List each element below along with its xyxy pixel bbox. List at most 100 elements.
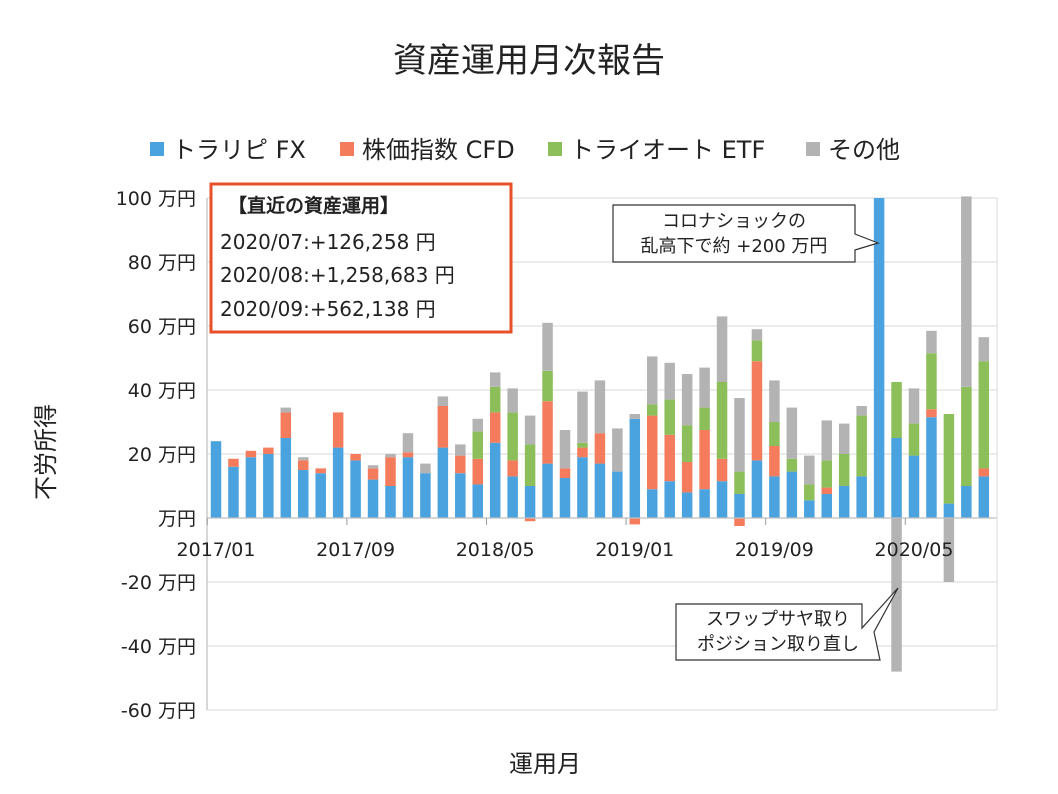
y-tick-label: 60 万円 (128, 316, 196, 338)
bar-segment (856, 415, 867, 477)
bar-segment (559, 468, 571, 478)
callout-swap-line: スワップサヤ取り (706, 609, 850, 630)
bar-segment (856, 476, 867, 518)
y-tick-label: -60 万円 (121, 700, 196, 722)
recent-results-border (209, 182, 513, 334)
bar-segment (489, 372, 501, 387)
bar-segment (507, 476, 518, 518)
bar-segment (367, 465, 379, 469)
bar-segment (472, 484, 483, 518)
bar-segment (350, 460, 361, 518)
callout-corona-line: コロナショックの (662, 211, 806, 232)
x-tick-label: 2017/09 (316, 539, 395, 561)
bar-segment (594, 433, 606, 464)
bar-segment (315, 473, 326, 518)
bar-segment (455, 455, 466, 474)
x-tick-label: 2018/05 (456, 539, 535, 561)
callout-swap-shape (675, 587, 899, 661)
bar-segment (524, 518, 536, 522)
bar-segment (542, 322, 553, 371)
bar-segment (821, 460, 832, 488)
bar-segment (664, 362, 675, 400)
legend-swatch (806, 142, 820, 156)
bar-segment (420, 463, 431, 474)
axes (206, 198, 998, 710)
bar-segment (577, 391, 588, 443)
bar-segment (821, 420, 832, 461)
bar-segment (891, 438, 902, 518)
bar-segment (524, 415, 536, 445)
bar-segment (908, 423, 920, 456)
legend: トラリピ FX 株価指数 CFD トライオート ETF その他 (150, 136, 900, 164)
bar-segment (961, 196, 972, 387)
x-tick-label: 2019/09 (735, 539, 814, 561)
bars (210, 196, 990, 672)
bar-segment (856, 406, 867, 416)
bar-segment (577, 457, 588, 518)
bar-segment (315, 468, 326, 474)
bar-segment (873, 198, 885, 518)
bar-segment (961, 486, 972, 518)
bar-segment (577, 447, 588, 458)
bar-segment (228, 458, 239, 467)
recent-results-line: 2020/07:+126,258 円 (220, 230, 436, 254)
bar-segment (664, 434, 675, 482)
y-tick-label: 80 万円 (128, 252, 196, 274)
bar-segment (437, 406, 449, 448)
bar-segment (612, 471, 623, 518)
bar-segment (472, 431, 483, 459)
bar-segment (926, 353, 937, 410)
callout-corona-line: 乱高下で約 +200 万円 (641, 236, 828, 257)
bar-segment (961, 386, 972, 486)
x-tick-label: 2017/01 (177, 539, 256, 561)
bar-segment (385, 454, 396, 458)
legend-item: トラリピ FX (150, 136, 306, 164)
bar-segment (367, 479, 379, 518)
y-tick-label: -20 万円 (121, 572, 196, 594)
x-axis-label: 運用月 (509, 750, 581, 778)
bar-segment (908, 388, 920, 424)
bar-segment (734, 398, 745, 472)
bar-segment (908, 455, 920, 518)
bar-segment (629, 518, 641, 525)
bar-segment (699, 367, 710, 408)
bar-segment (838, 486, 850, 518)
bar-segment (978, 361, 990, 469)
bar-segment (786, 407, 798, 459)
bar-segment (559, 430, 571, 469)
bar-segment (455, 444, 466, 456)
bar-segment (298, 457, 309, 461)
bar-segment (437, 447, 449, 518)
bar-segment (245, 457, 257, 518)
x-tick-label: 2020/05 (875, 539, 954, 561)
bar-segment (298, 460, 309, 470)
bar-segment (769, 422, 780, 446)
bar-segment (402, 452, 414, 458)
bar-segment (716, 481, 728, 518)
bar-segment (769, 380, 780, 422)
legend-label: 株価指数 CFD (362, 136, 515, 164)
bar-segment (594, 380, 606, 434)
bar-segment (943, 503, 955, 518)
bar-segment (891, 518, 902, 672)
bar-segment (332, 412, 344, 448)
bar-segment (472, 418, 483, 432)
bar-segment (507, 460, 518, 477)
y-tick-label: 万円 (158, 508, 196, 530)
y-axis-label: 不労所得 (32, 404, 60, 500)
bar-segment (943, 518, 955, 582)
bar-segment (542, 463, 553, 518)
bar-segment (978, 468, 990, 477)
bar-segment (647, 415, 658, 490)
bar-segment (926, 409, 937, 418)
legend-item: その他 (806, 136, 900, 164)
bar-segment (228, 466, 239, 518)
callout-swap: スワップサヤ取り ポジション取り直し (675, 587, 899, 661)
bar-segment (507, 388, 518, 413)
bar-segment (647, 489, 658, 518)
bar-segment (751, 329, 763, 341)
legend-item: トライオート ETF (548, 136, 765, 164)
bar-segment (385, 457, 396, 486)
bar-segment (751, 460, 763, 518)
